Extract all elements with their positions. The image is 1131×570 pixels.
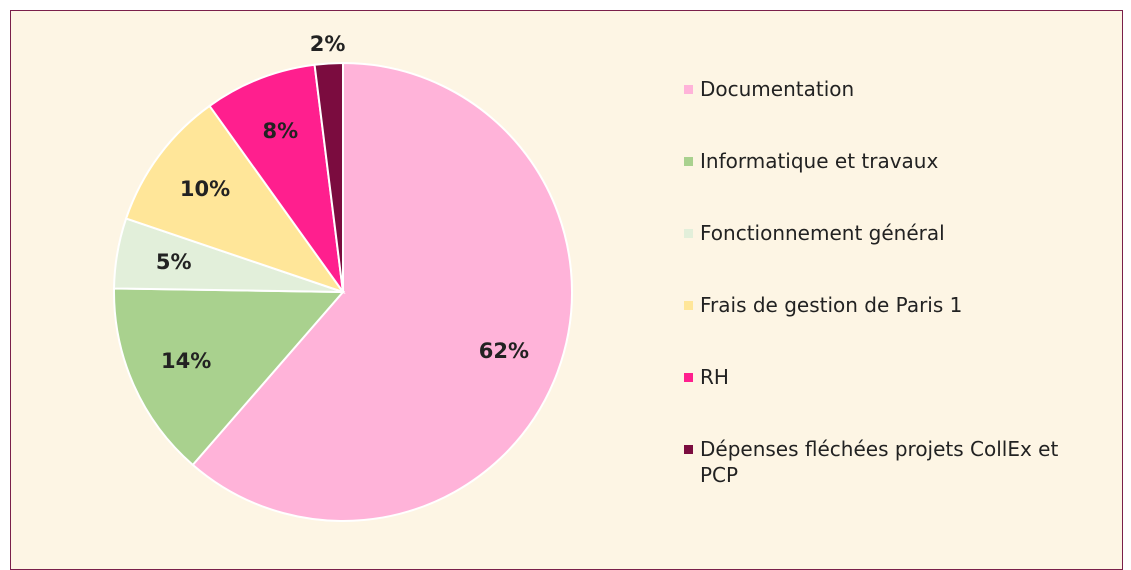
legend-item: Documentation: [684, 76, 1094, 102]
legend-label: Informatique et travaux: [700, 149, 939, 173]
legend-swatch: [684, 301, 693, 310]
legend-item: Fonctionnement général: [684, 220, 1094, 246]
legend-swatch: [684, 373, 693, 382]
legend-label: RH: [700, 365, 729, 389]
legend-label: Documentation: [700, 77, 855, 101]
data-label: 5%: [156, 250, 192, 274]
legend-swatch: [684, 85, 693, 94]
pie-slice: [208, 63, 344, 293]
pie-slice: [124, 104, 346, 294]
legend-swatch: [684, 445, 693, 454]
legend-item: Frais de gestion de Paris 1: [684, 292, 1094, 318]
data-label: 14%: [161, 349, 211, 373]
data-label: 8%: [263, 119, 299, 143]
data-label: 10%: [180, 177, 230, 201]
legend: Documentation Informatique et travaux Fonc…: [684, 76, 1094, 534]
legend-swatch: [684, 157, 693, 166]
pie-slice: [113, 287, 346, 467]
data-label: 2%: [310, 32, 346, 56]
legend-label: Dépenses fléchées projets CollEx et PCP: [700, 437, 1059, 487]
legend-label: Frais de gestion de Paris 1: [700, 293, 963, 317]
data-label: 62%: [479, 339, 529, 363]
legend-label: Fonctionnement général: [700, 221, 945, 245]
legend-swatch: [684, 229, 693, 238]
legend-item: Dépenses fléchées projets CollEx et PCP: [684, 436, 1094, 488]
pie-slice: [191, 61, 573, 522]
legend-item: Informatique et travaux: [684, 148, 1094, 174]
legend-item: RH: [684, 364, 1094, 390]
pie-slice: [313, 61, 344, 293]
